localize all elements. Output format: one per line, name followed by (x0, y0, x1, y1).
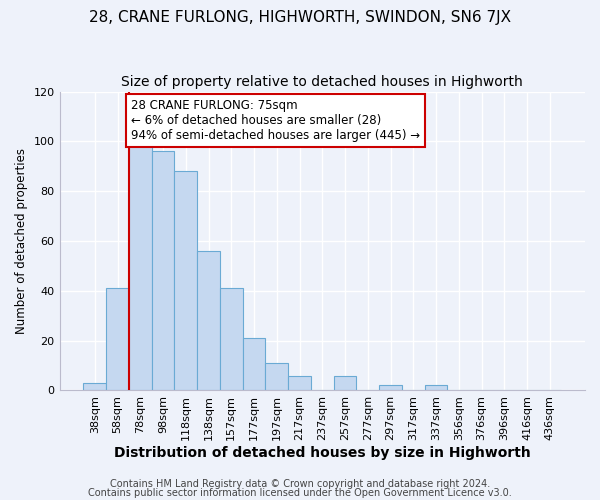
Bar (152, 152, 175, 390)
Bar (175, 172, 197, 390)
Bar (242, 338, 265, 390)
Title: Size of property relative to detached houses in Highworth: Size of property relative to detached ho… (121, 75, 523, 89)
Bar (265, 363, 288, 390)
Bar (379, 386, 402, 390)
Bar (83, 383, 106, 390)
Bar (334, 376, 356, 390)
Bar (129, 142, 152, 390)
Bar (425, 386, 448, 390)
Text: 28, CRANE FURLONG, HIGHWORTH, SWINDON, SN6 7JX: 28, CRANE FURLONG, HIGHWORTH, SWINDON, S… (89, 10, 511, 25)
Text: 28 CRANE FURLONG: 75sqm
← 6% of detached houses are smaller (28)
94% of semi-det: 28 CRANE FURLONG: 75sqm ← 6% of detached… (131, 99, 421, 142)
Bar (106, 288, 129, 390)
Bar (197, 251, 220, 390)
Text: Contains public sector information licensed under the Open Government Licence v3: Contains public sector information licen… (88, 488, 512, 498)
Y-axis label: Number of detached properties: Number of detached properties (15, 148, 28, 334)
Bar (288, 376, 311, 390)
Bar (220, 288, 242, 390)
Text: Contains HM Land Registry data © Crown copyright and database right 2024.: Contains HM Land Registry data © Crown c… (110, 479, 490, 489)
X-axis label: Distribution of detached houses by size in Highworth: Distribution of detached houses by size … (114, 446, 530, 460)
